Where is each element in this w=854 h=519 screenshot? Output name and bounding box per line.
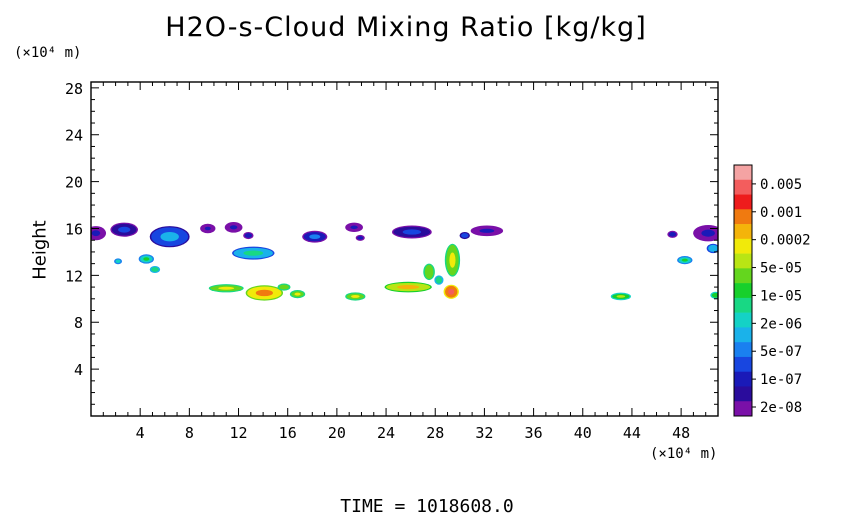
colorbar-swatch	[734, 327, 752, 343]
cloud-patch-core	[479, 228, 495, 233]
y-tick-label: 20	[65, 174, 83, 192]
time-label: TIME = 1018608.0	[340, 496, 514, 517]
colorbar-swatch	[734, 283, 752, 299]
y-tick-label: 12	[65, 267, 83, 285]
cloud-patch	[424, 264, 434, 279]
y-tick-label: 28	[65, 80, 83, 98]
cloud-patch-core	[294, 292, 301, 296]
colorbar-label: 5e-07	[760, 344, 802, 360]
colorbar-label: 0.001	[760, 205, 802, 221]
colorbar-label: 2e-06	[760, 316, 802, 332]
cloud-patch-core	[397, 285, 420, 290]
cloud-patch-core	[118, 226, 131, 233]
colorbar-swatch	[734, 253, 752, 269]
plot-frame	[90, 81, 719, 417]
cloud-patch	[461, 233, 469, 238]
x-tick-label: 4	[136, 424, 145, 442]
colorbar-label: 0.005	[760, 177, 802, 193]
cloud-patch-core	[160, 232, 179, 242]
colorbar-label: 1e-05	[760, 288, 802, 304]
cloud-patch-core	[616, 295, 626, 298]
y-axis-label: Height	[29, 220, 51, 280]
cloud-patch	[151, 267, 159, 272]
x-tick-label: 44	[623, 424, 641, 442]
colorbar-swatch	[734, 179, 752, 195]
colorbar-swatch	[734, 268, 752, 284]
cloud-patch-core	[204, 226, 211, 231]
colorbar-swatch	[734, 386, 752, 402]
cloud-patch-core	[218, 286, 235, 290]
x-tick-label: 12	[229, 424, 247, 442]
colorbar-swatch	[734, 342, 752, 358]
colorbar-swatch	[734, 165, 752, 181]
x-tick-label: 24	[377, 424, 395, 442]
cloud-patch-core	[91, 230, 101, 237]
x-tick-label: 20	[328, 424, 346, 442]
x-tick-label: 48	[672, 424, 690, 442]
y-tick-label: 16	[65, 220, 83, 238]
cloud-patch	[244, 233, 253, 238]
colorbar-frame	[733, 164, 753, 417]
cloud-patch	[435, 276, 442, 284]
chart-title: H2O-s-Cloud Mixing Ratio [kg/kg]	[165, 12, 647, 43]
x-tick-label: 36	[525, 424, 543, 442]
cloud-patch-core	[701, 229, 715, 237]
colorbar-label: 5e-05	[760, 261, 802, 277]
cloud-patch-core	[681, 258, 688, 262]
cloud-patch-core	[309, 234, 321, 240]
colorbar-swatch	[734, 297, 752, 313]
cloud-patch-core	[350, 225, 358, 230]
x-tick-label: 8	[185, 424, 194, 442]
colorbar-swatch	[734, 371, 752, 387]
cloud-patch-core	[351, 294, 360, 298]
cloud-patch-core	[143, 257, 150, 261]
cloud-patch	[668, 232, 677, 237]
cloud-patch-core	[402, 229, 422, 235]
y-tick-label: 24	[65, 127, 83, 145]
colorbar-swatch	[734, 224, 752, 240]
x-tick-label: 40	[574, 424, 592, 442]
x-tick-label: 28	[426, 424, 444, 442]
cloud-patch	[115, 259, 121, 264]
cloud-patch-core	[243, 250, 264, 256]
colorbar-swatch	[734, 312, 752, 328]
cloud-patch-core	[255, 289, 273, 297]
colorbar-swatch	[734, 238, 752, 254]
y-axis-unit: (×10⁴ m)	[14, 45, 82, 61]
x-tick-label: 32	[475, 424, 493, 442]
cloud-patch-core	[229, 225, 238, 230]
colorbar-swatch	[734, 401, 752, 417]
colorbar-label: 0.0002	[760, 233, 811, 249]
colorbar-label: 2e-08	[760, 400, 802, 416]
cloud-patch	[708, 244, 718, 252]
cloud-patch-core	[448, 288, 455, 295]
x-tick-label: 16	[279, 424, 297, 442]
colorbar-swatch	[734, 194, 752, 210]
cloud-patch	[279, 284, 289, 290]
mask-left	[0, 0, 91, 519]
colorbar-label: 1e-07	[760, 372, 802, 388]
y-tick-label: 4	[74, 361, 83, 379]
x-axis-unit: (×10⁴ m)	[650, 446, 718, 462]
colorbar-swatch	[734, 356, 752, 373]
cloud-patch-core	[449, 252, 456, 268]
y-tick-label: 8	[74, 314, 83, 332]
colorbar-swatch	[734, 209, 752, 225]
cloud-patch	[357, 236, 364, 240]
